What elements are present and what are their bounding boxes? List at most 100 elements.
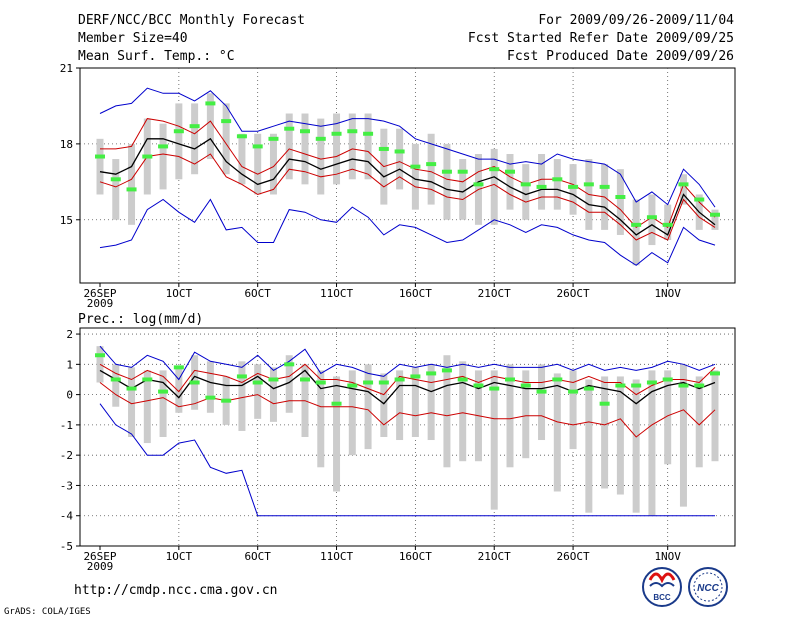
x-tick-label: 21OCT	[478, 550, 511, 563]
observed-marker	[347, 129, 358, 134]
ensemble-box	[648, 194, 656, 246]
ensemble-box	[538, 154, 546, 210]
x-tick-label: 26SEP	[83, 550, 116, 563]
ensemble-box	[364, 113, 372, 180]
ensemble-box	[159, 123, 167, 190]
ensemble-box	[506, 364, 514, 468]
observed-marker	[268, 377, 279, 382]
series-spread_lower-line	[99, 153, 716, 241]
observed-marker	[205, 395, 216, 400]
x-tick-label: 16OCT	[399, 287, 432, 300]
observed-marker	[394, 149, 405, 154]
observed-marker	[583, 386, 594, 391]
observed-marker	[300, 377, 310, 382]
y-tick-label: 1	[66, 358, 73, 371]
observed-marker	[505, 169, 515, 174]
ensemble-box	[254, 364, 262, 419]
observed-marker	[173, 365, 184, 370]
ensemble-box	[206, 361, 214, 413]
ensemble-box	[490, 148, 498, 225]
ensemble-box	[333, 113, 341, 185]
x-tick-label: 1NOV	[654, 550, 681, 563]
ensemble-box	[143, 370, 151, 444]
ncc-logo-text: NCC	[697, 583, 719, 594]
observed-marker	[221, 398, 232, 403]
observed-marker	[221, 119, 232, 124]
y-tick-label: -2	[60, 449, 73, 462]
x-tick-label: 11OCT	[320, 287, 353, 300]
observed-marker	[378, 380, 389, 385]
observed-marker	[331, 401, 342, 406]
y-tick-label: -1	[60, 419, 73, 432]
observed-marker	[126, 386, 137, 391]
y-tick-label: -3	[60, 479, 73, 492]
observed-marker	[631, 383, 642, 388]
observed-marker	[662, 222, 673, 227]
ensemble-box	[238, 133, 246, 185]
series-spread_upper-line	[99, 363, 716, 396]
forecast-period: For 2009/09/26-2009/11/04	[538, 13, 734, 28]
ensemble-box	[553, 159, 561, 210]
ensemble-box	[601, 376, 609, 489]
observed-marker	[441, 368, 452, 373]
observed-marker	[410, 374, 421, 379]
observed-marker	[568, 389, 579, 394]
x-year-label: 2009	[87, 560, 114, 573]
observed-marker	[710, 371, 720, 376]
ensemble-box	[443, 143, 451, 220]
observed-marker	[158, 144, 169, 149]
precip-panel-title: Prec.: log(mm/d)	[78, 312, 203, 327]
observed-marker	[173, 129, 184, 134]
observed-marker	[520, 383, 531, 388]
observed-marker	[441, 169, 452, 174]
ensemble-box	[238, 361, 246, 431]
x-tick-label: 6OCT	[244, 550, 271, 563]
observed-marker	[631, 222, 642, 227]
series-spread_lower-line	[99, 382, 716, 438]
observed-marker	[599, 184, 610, 189]
ensemble-box	[664, 204, 672, 240]
observed-marker	[205, 101, 216, 106]
ensemble-box	[427, 133, 435, 205]
ensemble-box	[96, 138, 104, 195]
observed-marker	[331, 131, 342, 136]
observed-marker	[300, 129, 310, 134]
observed-marker	[426, 162, 437, 167]
observed-marker	[662, 377, 673, 382]
member-size-label: Member Size=40	[78, 31, 188, 46]
observed-marker	[252, 380, 263, 385]
bcc-logo-text: BCC	[653, 593, 671, 602]
precipitation-panel: 26SEP 1OCT 6OCT 11OCT 16OCT 21OCT 26OCT 1NOV 200…	[60, 327, 736, 573]
ensemble-box	[269, 133, 277, 195]
observed-marker	[363, 380, 374, 385]
fcst-started-label: Fcst Started Refer Date 2009/09/25	[468, 31, 734, 46]
ensemble-box	[569, 370, 577, 450]
observed-marker	[694, 197, 705, 202]
observed-marker	[678, 182, 689, 187]
ensemble-box	[695, 376, 703, 468]
ensemble-box	[317, 370, 325, 468]
ensemble-box	[522, 164, 530, 220]
ensemble-box	[664, 370, 672, 465]
ensemble-box	[679, 364, 687, 507]
observed-marker	[536, 184, 547, 189]
y-tick-label: -5	[60, 540, 73, 553]
source-url[interactable]: http://cmdp.ncc.cma.gov.cn	[74, 583, 278, 598]
x-tick-label: 16OCT	[399, 550, 432, 563]
series-max-line	[99, 198, 716, 266]
series-max_upper-line	[99, 345, 716, 381]
ensemble-box	[411, 367, 419, 437]
observed-marker	[552, 177, 563, 182]
plot-frame	[79, 67, 736, 284]
ensemble-box	[648, 370, 656, 516]
observed-marker	[710, 212, 720, 217]
series-min-line	[99, 403, 715, 517]
ensemble-box	[632, 379, 640, 513]
ensemble-box	[128, 143, 136, 225]
observed-marker	[189, 124, 200, 129]
x-tick-label: 6OCT	[244, 287, 271, 300]
observed-marker	[394, 377, 405, 382]
observed-marker	[489, 386, 500, 391]
observed-marker	[110, 377, 121, 382]
ensemble-box	[459, 361, 467, 462]
